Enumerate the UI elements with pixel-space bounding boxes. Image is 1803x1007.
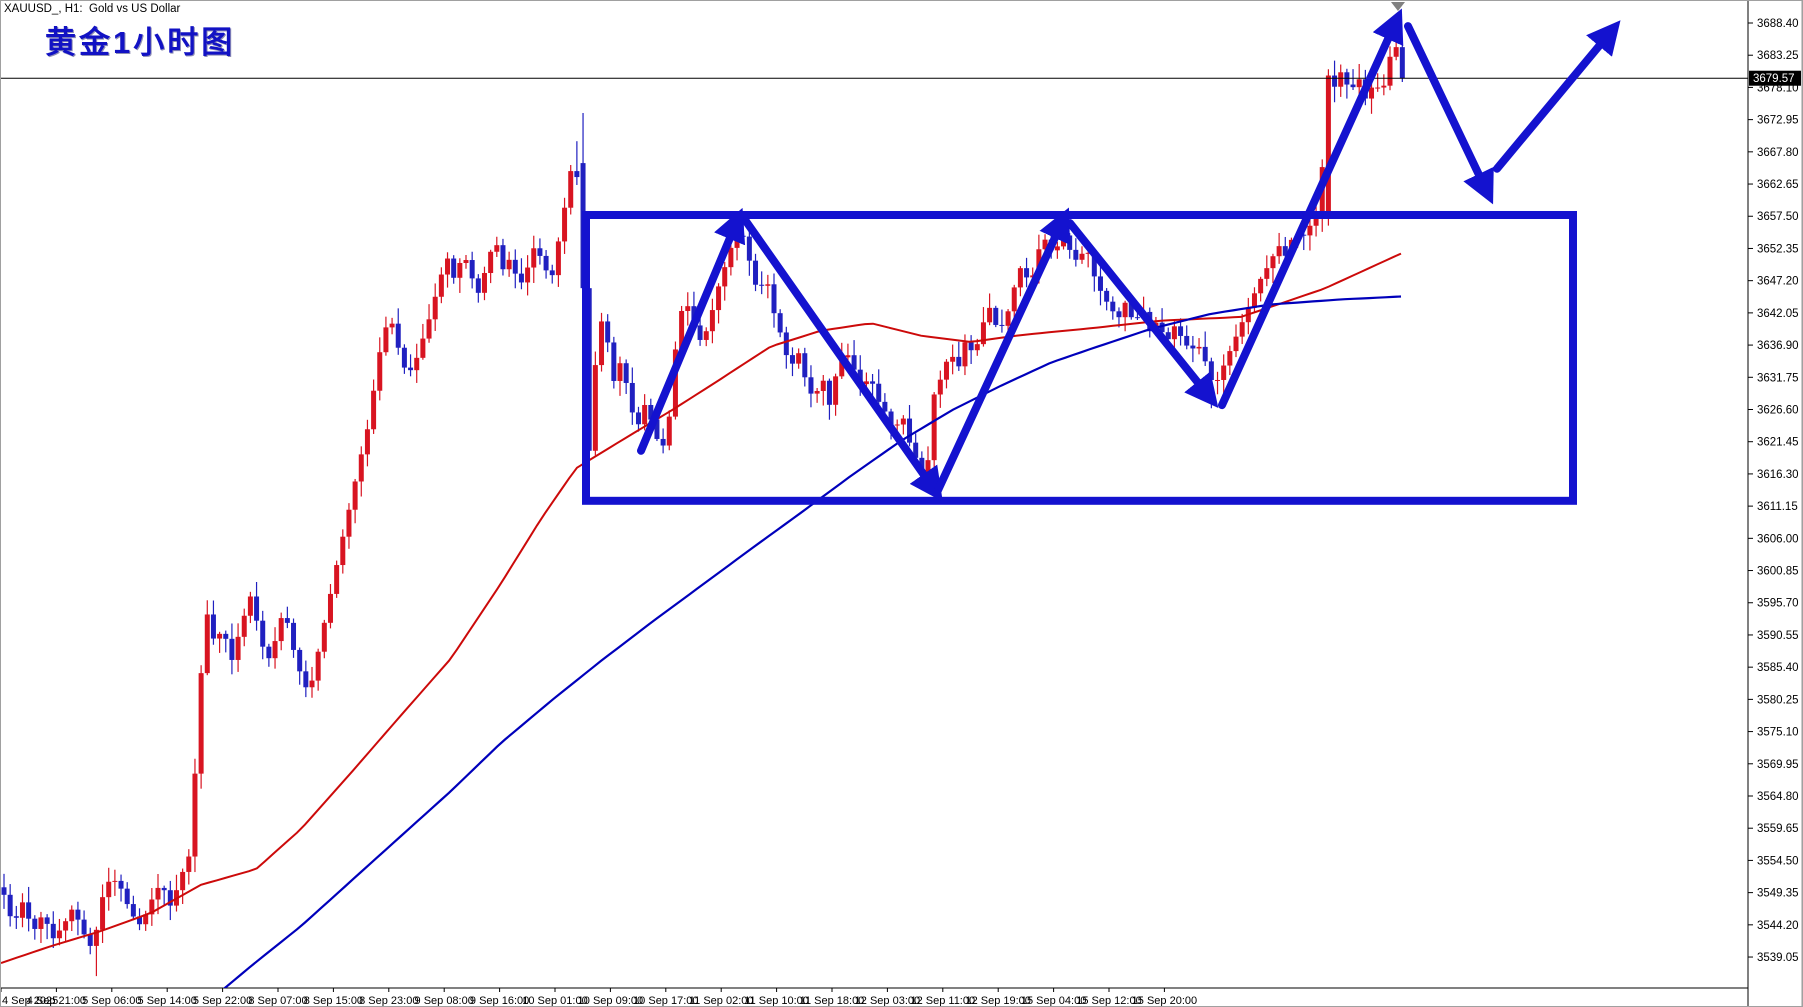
svg-text:3667.80: 3667.80 (1757, 147, 1799, 159)
svg-text:3657.50: 3657.50 (1757, 211, 1799, 223)
price-axis-labels: 3688.403683.253678.103672.953667.803662.… (1748, 18, 1799, 964)
svg-text:3688.40: 3688.40 (1757, 18, 1799, 30)
svg-text:3652.35: 3652.35 (1757, 243, 1799, 255)
trend-arrow-3[interactable] (934, 207, 1071, 495)
svg-text:3585.40: 3585.40 (1757, 662, 1799, 674)
svg-text:3672.95: 3672.95 (1757, 115, 1799, 127)
svg-text:8 Sep 07:00: 8 Sep 07:00 (248, 995, 307, 1007)
svg-text:3595.70: 3595.70 (1757, 598, 1799, 610)
svg-text:12 Sep 03:00: 12 Sep 03:00 (855, 995, 920, 1007)
symbol-header: XAUUSD_, H1: Gold vs US Dollar (4, 3, 181, 15)
svg-text:11 Sep 18:00: 11 Sep 18:00 (800, 995, 865, 1007)
svg-text:3590.55: 3590.55 (1757, 630, 1799, 642)
svg-text:3647.20: 3647.20 (1757, 276, 1799, 288)
svg-text:12 Sep 11:00: 12 Sep 11:00 (910, 995, 975, 1007)
svg-text:3683.25: 3683.25 (1757, 50, 1799, 62)
ma-slow-line (223, 295, 1402, 988)
trend-arrow-4[interactable] (1066, 219, 1219, 409)
svg-text:8 Sep 15:00: 8 Sep 15:00 (304, 995, 363, 1007)
svg-text:15 Sep 12:00: 15 Sep 12:00 (1076, 995, 1141, 1007)
drawing-objects[interactable] (582, 8, 1621, 505)
svg-text:11 Sep 10:00: 11 Sep 10:00 (744, 995, 809, 1007)
trend-arrow-1[interactable] (637, 207, 746, 455)
svg-text:3549.35: 3549.35 (1757, 888, 1799, 900)
trend-arrow-2[interactable] (742, 217, 943, 502)
svg-text:3600.85: 3600.85 (1757, 566, 1799, 578)
consolidation-rectangle[interactable] (582, 210, 1577, 505)
svg-text:15 Sep 04:00: 15 Sep 04:00 (1021, 995, 1086, 1007)
svg-text:3559.65: 3559.65 (1757, 823, 1799, 835)
svg-text:3616.30: 3616.30 (1757, 469, 1799, 481)
ma-fast-line (1, 252, 1402, 964)
trend-arrow-6[interactable] (1404, 22, 1494, 205)
svg-text:4 Sep 2025: 4 Sep 2025 (2, 995, 58, 1007)
svg-text:10 Sep 01:00: 10 Sep 01:00 (522, 995, 587, 1007)
svg-text:15 Sep 20:00: 15 Sep 20:00 (1132, 995, 1197, 1007)
svg-text:3606.00: 3606.00 (1757, 533, 1799, 545)
svg-text:3611.15: 3611.15 (1757, 501, 1798, 513)
svg-text:3662.65: 3662.65 (1757, 179, 1799, 191)
svg-text:12 Sep 19:00: 12 Sep 19:00 (965, 995, 1030, 1007)
svg-text:3554.50: 3554.50 (1757, 855, 1799, 867)
svg-text:3564.80: 3564.80 (1757, 791, 1799, 803)
chart-title: 黄金1小时图 (45, 25, 236, 60)
svg-text:3636.90: 3636.90 (1757, 340, 1799, 352)
trend-arrow-5[interactable] (1218, 8, 1404, 410)
svg-text:11 Sep 02:00: 11 Sep 02:00 (689, 995, 754, 1007)
chart-shift-marker-icon (1391, 2, 1405, 11)
svg-text:3539.05: 3539.05 (1757, 952, 1799, 964)
svg-text:5 Sep 06:00: 5 Sep 06:00 (82, 995, 141, 1007)
svg-text:3580.25: 3580.25 (1757, 694, 1799, 706)
svg-text:8 Sep 23:00: 8 Sep 23:00 (359, 995, 418, 1007)
svg-text:3631.75: 3631.75 (1757, 372, 1799, 384)
svg-text:3569.95: 3569.95 (1757, 759, 1799, 771)
current-price-box: 3679.57 (1749, 70, 1801, 86)
svg-text:3621.45: 3621.45 (1757, 437, 1799, 449)
svg-text:5 Sep 22:00: 5 Sep 22:00 (193, 995, 252, 1007)
svg-text:9 Sep 08:00: 9 Sep 08:00 (415, 995, 474, 1007)
svg-text:3544.20: 3544.20 (1757, 920, 1799, 932)
svg-text:3642.05: 3642.05 (1757, 308, 1799, 320)
svg-text:5 Sep 14:00: 5 Sep 14:00 (138, 995, 197, 1007)
svg-text:3679.57: 3679.57 (1753, 73, 1795, 85)
svg-text:10 Sep 17:00: 10 Sep 17:00 (633, 995, 698, 1007)
trend-arrow-7[interactable] (1493, 20, 1621, 173)
svg-text:10 Sep 09:00: 10 Sep 09:00 (578, 995, 643, 1007)
svg-text:9 Sep 16:00: 9 Sep 16:00 (470, 995, 529, 1007)
svg-text:4 Sep 21:00: 4 Sep 21:00 (27, 995, 86, 1007)
svg-text:3626.60: 3626.60 (1757, 404, 1799, 416)
svg-text:3575.10: 3575.10 (1757, 727, 1799, 739)
